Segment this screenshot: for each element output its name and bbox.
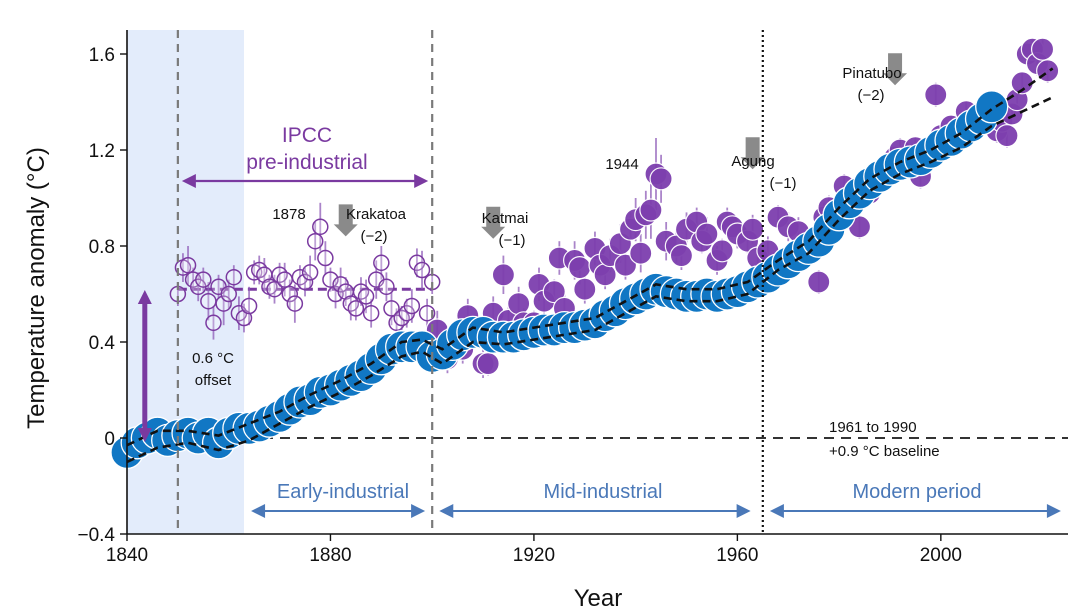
- ipcc-arrow-right-head: [414, 174, 429, 188]
- period-arrow-right-head: [736, 504, 751, 518]
- period-arrow-right-head: [411, 504, 426, 518]
- data-point: [179, 256, 197, 274]
- year-label-1944: 1944: [605, 156, 638, 173]
- data-point: [669, 244, 694, 268]
- data-point: [317, 249, 334, 267]
- volcano-effect-agung: (−1): [769, 175, 796, 192]
- data-point: [418, 304, 436, 322]
- period-arrow-left-head: [769, 504, 784, 518]
- baseline-label-line1: 1961 to 1990: [829, 419, 917, 436]
- data-point: [281, 285, 299, 303]
- x-tick-label: 2000: [920, 545, 962, 566]
- volcano-name-agung: Agung: [731, 153, 774, 170]
- x-tick-label: 1880: [309, 545, 351, 566]
- data-point: [220, 285, 237, 303]
- data-point: [995, 124, 1019, 148]
- data-point: [1030, 37, 1055, 61]
- data-point: [301, 264, 319, 281]
- volcano-arrow-krakatoa: [333, 204, 358, 237]
- y-tick-label: 0: [104, 429, 115, 450]
- data-point: [573, 277, 597, 301]
- data-point: [629, 241, 653, 265]
- volcano-arrow-agung: [740, 137, 765, 170]
- volcano-name-krakatoa: Krakatoa: [346, 206, 407, 223]
- data-point: [975, 90, 1009, 124]
- data-point: [286, 295, 304, 312]
- data-point: [195, 271, 212, 288]
- data-point: [613, 253, 638, 277]
- data-point: [593, 263, 617, 287]
- data-point: [649, 167, 673, 191]
- data-point: [373, 254, 390, 272]
- offset-arrow-top-head: [137, 290, 152, 304]
- data-point: [266, 280, 283, 298]
- x-tick-label: 1920: [513, 545, 555, 566]
- y-axis-title: Temperature anomaly (°C): [23, 147, 50, 429]
- data-point: [347, 300, 365, 317]
- volcano-arrow-katmai: [481, 206, 506, 239]
- data-point: [507, 292, 531, 316]
- y-tick-label: 0.4: [89, 333, 116, 354]
- data-point: [807, 270, 831, 294]
- period-label-early: Early-industrial: [277, 481, 409, 503]
- x-tick-label: 1840: [106, 545, 148, 566]
- ipcc-label-line2: pre-industrial: [246, 151, 367, 174]
- y-tick-label: 1.6: [89, 45, 115, 66]
- data-point: [568, 256, 592, 280]
- data-point: [276, 271, 293, 288]
- x-tick-label: 1960: [716, 545, 758, 566]
- data-point: [383, 300, 400, 317]
- offset-label-line2: offset: [195, 372, 232, 389]
- volcano-name-katmai: Katmai: [482, 210, 529, 227]
- period-label-modern: Modern period: [853, 481, 982, 503]
- data-point: [200, 292, 217, 310]
- data-point: [240, 297, 258, 315]
- x-axis-title: Year: [574, 585, 623, 612]
- y-tick-label: 1.2: [89, 141, 115, 162]
- data-point: [296, 273, 314, 291]
- data-point: [924, 83, 948, 107]
- offset-arrow-bottom-head: [137, 428, 152, 442]
- data-point: [306, 232, 324, 250]
- offset-label-line1: 0.6 °C: [192, 350, 234, 367]
- period-label-mid: Mid-industrial: [544, 481, 663, 503]
- data-point: [312, 218, 329, 236]
- volcano-effect-pinatubo: (−2): [857, 87, 884, 104]
- data-point: [413, 261, 431, 279]
- data-point: [710, 239, 734, 263]
- data-point: [491, 263, 515, 287]
- volcano-arrow-pinatubo: [883, 53, 908, 86]
- data-point: [695, 222, 719, 246]
- volcano-effect-katmai: (−1): [498, 232, 525, 249]
- data-point: [322, 271, 339, 288]
- data-point: [403, 297, 421, 315]
- data-point: [542, 280, 566, 304]
- year-label-1878: 1878: [272, 206, 305, 223]
- ipcc-label-line1: IPCC: [282, 124, 332, 147]
- volcano-name-pinatubo: Pinatubo: [842, 65, 901, 82]
- data-point: [205, 314, 222, 332]
- data-point: [225, 268, 243, 286]
- data-point: [476, 352, 500, 376]
- data-point: [362, 304, 380, 322]
- data-point: [357, 288, 375, 305]
- volcano-effect-krakatoa: (−2): [360, 228, 387, 245]
- data-point: [741, 217, 765, 241]
- period-arrow-left-head: [251, 504, 266, 518]
- y-tick-label: −0.4: [77, 525, 115, 546]
- baseline-label-line2: +0.9 °C baseline: [829, 443, 940, 460]
- trend-line-lower: [126, 96, 1054, 464]
- period-arrow-right-head: [1046, 504, 1061, 518]
- y-tick-label: 0.8: [89, 237, 115, 258]
- ipcc-arrow-left-head: [181, 174, 196, 188]
- data-point: [215, 295, 232, 312]
- data-point: [327, 285, 344, 303]
- data-point: [639, 198, 663, 222]
- period-arrow-left-head: [439, 504, 454, 518]
- data-point: [378, 278, 395, 296]
